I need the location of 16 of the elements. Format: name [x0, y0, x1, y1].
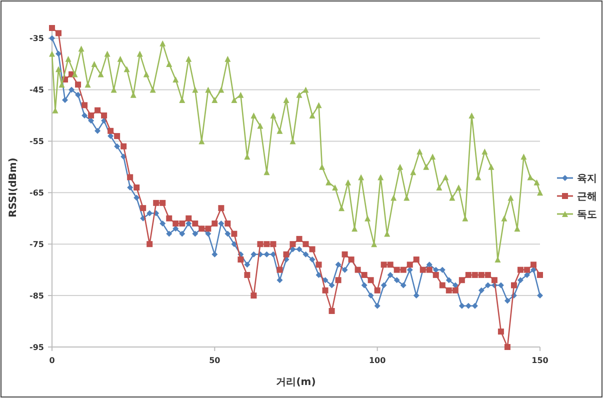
- y-tick-label: -35: [30, 34, 44, 44]
- legend-label: 육지: [577, 174, 597, 184]
- x-tick-label: 50: [209, 356, 221, 365]
- y-tick-label: -45: [30, 86, 44, 95]
- y-tick-label: -95: [30, 342, 44, 352]
- y-tick-label: -85: [30, 291, 44, 300]
- y-axis-title: RSSI(dBm): [8, 158, 19, 218]
- legend-label: 근해: [577, 192, 597, 202]
- x-tick-label: 150: [532, 356, 549, 365]
- x-tick-label: 0: [49, 356, 56, 365]
- x-axis-title: 거리(m): [276, 377, 316, 388]
- x-tick-label: 100: [368, 356, 386, 365]
- y-tick-label: -55: [30, 136, 44, 146]
- legend-label: 독도: [577, 210, 597, 220]
- y-tick-label: -75: [30, 240, 44, 249]
- y-tick-label: -65: [30, 188, 44, 198]
